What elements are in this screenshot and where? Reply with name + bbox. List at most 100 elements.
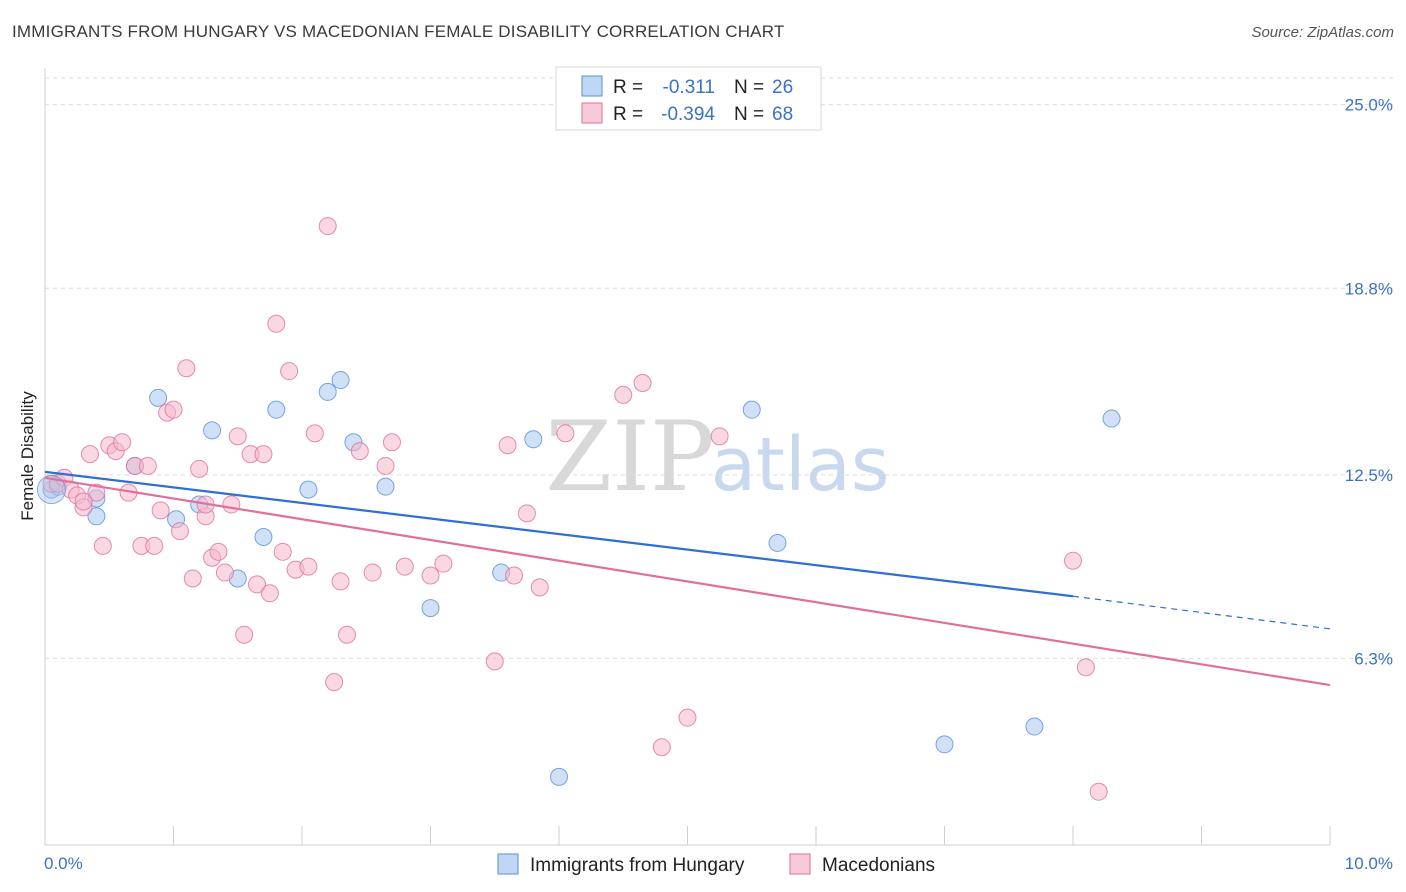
macedonian-point	[222, 495, 241, 514]
legend-n-label: N =	[734, 77, 764, 98]
macedonian-point	[614, 385, 633, 404]
bottom-legend: Immigrants from Hungary Macedonians	[497, 853, 935, 876]
macedonian-point	[164, 400, 183, 419]
macedonian-point	[652, 738, 671, 757]
hungary-point	[318, 382, 337, 401]
hungary-point	[421, 599, 440, 618]
macedonian-point	[260, 584, 279, 603]
y-tick-label: 18.8%	[1345, 279, 1393, 298]
macedonian-point	[138, 456, 157, 475]
macedonian-trend-line	[44, 476, 1331, 687]
gridlines	[45, 77, 1395, 659]
macedonian-point	[254, 445, 273, 464]
macedonian-point	[530, 578, 549, 597]
macedonian-point	[325, 673, 344, 692]
legend-box: R = -0.311 N = 26 R = -0.394 N = 68	[555, 66, 822, 131]
x-tick-label: 10.0%	[1345, 854, 1393, 873]
bottom-legend-label-hungary: Immigrants from Hungary	[530, 855, 745, 876]
y-tick-label: 12.5%	[1345, 466, 1393, 485]
macedonian-point	[305, 424, 324, 443]
hungary-point	[524, 430, 543, 449]
macedonian-point	[505, 566, 524, 585]
macedonian-point	[710, 427, 729, 446]
macedonian-point	[485, 652, 504, 671]
hungary-point	[87, 507, 106, 526]
legend-swatch-hungary	[581, 75, 603, 97]
macedonian-point	[1076, 658, 1095, 677]
macedonian-point	[434, 554, 453, 573]
macedonian-point	[190, 459, 209, 478]
legend-r-value: -0.394	[661, 104, 715, 125]
hungary-point	[768, 533, 787, 552]
macedonian-point	[1089, 782, 1108, 801]
axes: 6.3% 12.5% 18.8% 25.0% 0.0% 10.0%	[44, 68, 1393, 873]
macedonian-point	[421, 566, 440, 585]
bottom-legend-label-macedonian: Macedonians	[822, 855, 935, 876]
bottom-legend-swatch-hungary	[497, 853, 519, 875]
hungary-point	[935, 735, 954, 754]
macedonian-point	[517, 504, 536, 523]
macedonian-point	[1064, 551, 1082, 570]
macedonian-point	[209, 542, 228, 561]
hungary-point	[203, 421, 222, 440]
bottom-legend-swatch-macedonian	[789, 853, 811, 875]
macedonian-point	[337, 625, 356, 644]
macedonian-point	[299, 557, 318, 576]
legend-n-value: 26	[772, 77, 793, 98]
macedonian-point	[678, 708, 697, 727]
legend-r-label: R =	[613, 104, 643, 125]
macedonian-point	[145, 536, 164, 555]
macedonian-point	[280, 362, 299, 381]
macedonian-point	[318, 217, 337, 236]
hungary-point	[742, 400, 761, 419]
watermark-zip: ZIP	[545, 401, 714, 513]
trend-lines	[44, 470, 1331, 687]
hungary-point	[267, 400, 286, 419]
hungary-point	[376, 477, 395, 496]
hungary-trend-line	[44, 470, 1074, 598]
hungary-point	[299, 480, 318, 499]
legend-n-label: N =	[734, 104, 764, 125]
hungary-point	[331, 371, 350, 390]
macedonian-point	[80, 445, 99, 464]
macedonian-point	[74, 492, 93, 511]
macedonian-point	[183, 569, 202, 588]
macedonian-point	[248, 575, 267, 594]
macedonian-point	[376, 456, 395, 475]
macedonian-point	[331, 572, 350, 591]
legend-n-value: 68	[772, 104, 793, 125]
source-label: Source: ZipAtlas.com	[1251, 24, 1394, 41]
macedonian-point	[382, 433, 401, 452]
macedonian-point	[273, 542, 292, 561]
macedonian-point	[363, 563, 382, 582]
macedonian-point	[395, 557, 414, 576]
legend-swatch-macedonian	[581, 102, 603, 124]
macedonian-point	[228, 427, 247, 446]
macedonian-point	[633, 374, 652, 393]
macedonian-point	[498, 436, 517, 455]
macedonian-point	[170, 522, 189, 541]
macedonian-point	[87, 483, 106, 502]
hungary-trend-extension	[1072, 595, 1331, 630]
macedonian-point	[215, 563, 234, 582]
hungary-point	[254, 528, 273, 547]
legend-r-value: -0.311	[663, 77, 715, 98]
macedonian-point	[267, 314, 286, 333]
hungary-point	[36, 475, 66, 505]
watermark-atlas: atlas	[711, 422, 890, 508]
watermark: ZIP atlas	[545, 401, 889, 513]
hungary-point	[149, 388, 168, 407]
macedonian-point	[113, 433, 132, 452]
macedonian-point	[151, 501, 170, 520]
macedonian-point	[235, 625, 254, 644]
y-tick-label: 25.0%	[1345, 96, 1393, 115]
data-points	[36, 217, 1121, 801]
macedonian-point	[350, 442, 369, 461]
macedonian-point	[177, 359, 196, 378]
y-tick-label: 6.3%	[1354, 649, 1393, 668]
legend-r-label: R =	[613, 77, 643, 98]
macedonian-point	[93, 536, 112, 555]
hungary-point	[1025, 717, 1044, 736]
x-tick-label: 0.0%	[44, 854, 83, 873]
